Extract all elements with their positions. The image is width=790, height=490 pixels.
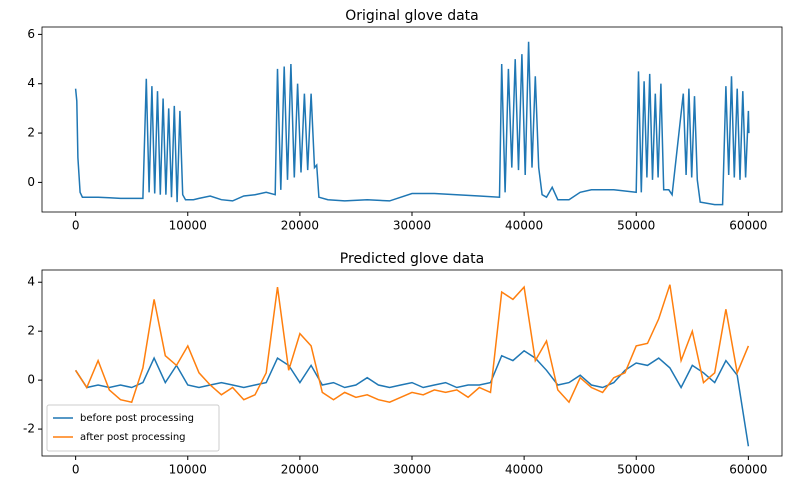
line (74, 284, 750, 404)
axes-frame (41, 26, 783, 213)
chart-title: Predicted glove data (340, 251, 484, 267)
x-tick-label: 20000 (281, 219, 319, 233)
y-tick-label: 6 (27, 27, 35, 41)
x-tick-label: 50000 (617, 219, 655, 233)
line (74, 41, 750, 206)
chart-title: Original glove data (345, 8, 478, 24)
legend-label: before post processing (80, 413, 194, 424)
y-tick-label: -2 (23, 422, 35, 436)
x-tick-label: 0 (72, 463, 80, 477)
x-tick-label: 10000 (169, 219, 207, 233)
y-tick-label: 4 (27, 76, 35, 90)
x-tick-label: 60000 (729, 463, 767, 477)
line (74, 349, 750, 447)
x-tick-label: 50000 (617, 463, 655, 477)
x-tick-label: 20000 (281, 463, 319, 477)
y-tick-label: 4 (27, 275, 35, 289)
y-tick-label: 0 (27, 373, 35, 387)
y-tick-label: 2 (27, 324, 35, 338)
legend-box (46, 404, 220, 452)
legend-label: after post processing (80, 432, 186, 443)
y-tick-label: 0 (27, 175, 35, 189)
x-tick-label: 0 (72, 219, 80, 233)
x-tick-label: 10000 (169, 463, 207, 477)
x-tick-label: 30000 (393, 463, 431, 477)
x-tick-label: 40000 (505, 219, 543, 233)
x-tick-label: 30000 (393, 219, 431, 233)
x-tick-label: 60000 (729, 219, 767, 233)
x-tick-label: 40000 (505, 463, 543, 477)
y-tick-label: 2 (27, 126, 35, 140)
axes-frame (41, 269, 783, 457)
